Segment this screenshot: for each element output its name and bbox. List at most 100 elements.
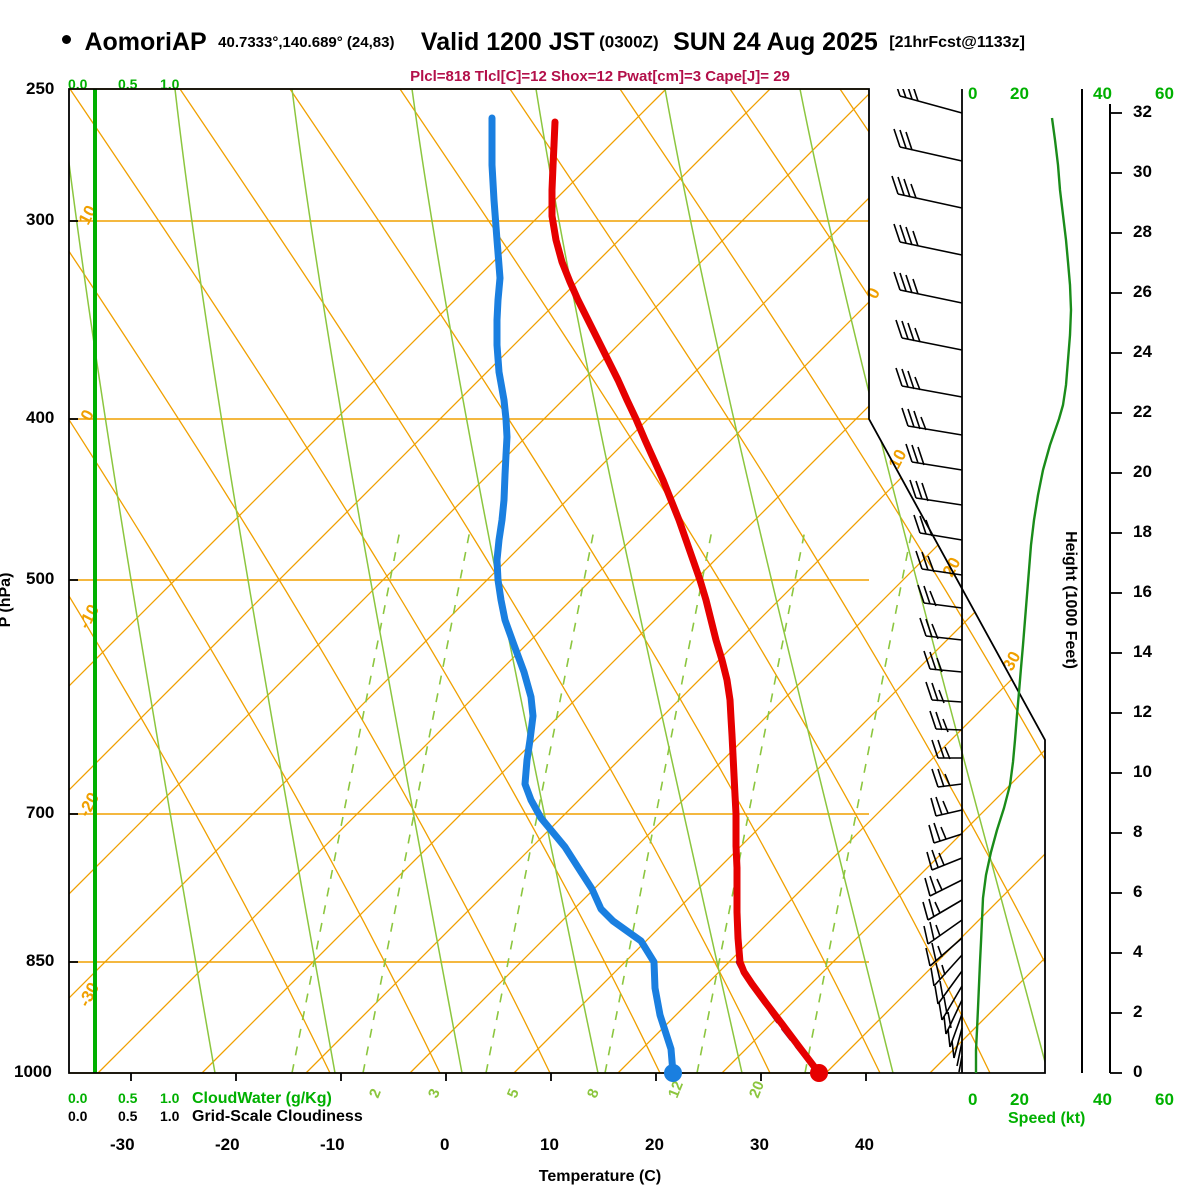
cloudiness-tick-bot-2: 1.0	[160, 1108, 180, 1124]
height-tick-0: 0	[1133, 1062, 1143, 1081]
station-name: AomoriAP	[84, 28, 207, 56]
wind-barb	[895, 319, 963, 351]
wind-barb	[931, 768, 963, 788]
wind-barb	[938, 985, 963, 1021]
mixing-ratio-label-0: 2	[366, 1086, 385, 1100]
temp-tick--30: -30	[110, 1135, 135, 1154]
wind-barb	[926, 849, 963, 871]
wind-barb	[956, 1041, 963, 1067]
wind-barb	[909, 479, 963, 506]
speed-tick-top-1: 20	[1010, 84, 1029, 103]
pressure-tick-250: 250	[26, 79, 55, 98]
temp-tick-40: 40	[855, 1135, 874, 1154]
mixing-ratio-label-1: 3	[425, 1086, 444, 1100]
dewpoint-surface-marker	[664, 1064, 682, 1082]
cloudwater-axis-label: CloudWater (g/Kg)	[192, 1090, 332, 1107]
cloudiness-tick-bot-1: 0.5	[118, 1108, 138, 1124]
temp-tick--20: -20	[215, 1135, 240, 1154]
height-tick-18: 18	[1133, 522, 1152, 541]
temp-tick-30: 30	[750, 1135, 769, 1154]
height-tick-20: 20	[1133, 462, 1152, 481]
pressure-tick-850: 850	[26, 951, 55, 970]
height-tick-4: 4	[1133, 942, 1143, 961]
mixing-ratio-label-4: 12	[665, 1079, 687, 1101]
wind-barb	[934, 970, 963, 1005]
wind-barb	[893, 271, 963, 304]
wind-barb	[895, 367, 963, 398]
valid-date: SUN 24 Aug 2025	[673, 28, 878, 56]
cloudwater-tick-bot-0: 0.0	[68, 1090, 88, 1106]
wind-barb	[915, 550, 963, 576]
wind-barb	[925, 681, 963, 704]
cloudwater-tick-top-1: 0.5	[118, 76, 138, 92]
wind-barb	[951, 1027, 963, 1059]
wind-barb	[929, 710, 963, 733]
height-tick-6: 6	[1133, 882, 1143, 901]
wind-barb	[930, 954, 963, 987]
valid-time-utc: (0300Z)	[599, 32, 659, 52]
temperature-axis-label: Temperature (C)	[538, 1168, 662, 1185]
wind-barb	[891, 175, 963, 209]
cloudiness-axis-label: Grid-Scale Cloudiness	[192, 1108, 363, 1125]
wind-barb	[917, 584, 963, 609]
height-tick-14: 14	[1133, 642, 1152, 661]
temperature-surface-marker	[810, 1064, 828, 1082]
speed-tick-top-3: 60	[1155, 84, 1174, 103]
wind-barb	[923, 919, 963, 945]
cloudwater-tick-bot-2: 1.0	[160, 1090, 180, 1106]
height-tick-26: 26	[1133, 282, 1152, 301]
cloudwater-tick-top-2: 1.0	[160, 76, 180, 92]
wind-barb	[930, 796, 963, 817]
height-tick-24: 24	[1133, 342, 1152, 361]
wind-barb	[924, 875, 963, 897]
pressure-ticks	[69, 220, 78, 963]
adiabat-label-7: 20	[939, 554, 965, 580]
wind-barb	[943, 999, 963, 1035]
height-ticks	[1110, 112, 1122, 1074]
forecast-tag: [21hrFcst@1133z]	[889, 33, 1025, 51]
speed-tick-bot-1: 20	[1010, 1090, 1029, 1109]
height-tick-30: 30	[1133, 162, 1152, 181]
wind-barb	[958, 1055, 963, 1073]
wind-barb	[925, 937, 963, 967]
wind-barb	[901, 407, 963, 436]
wind-barb	[919, 617, 963, 641]
dewpoint-trace	[488, 114, 677, 1073]
cloudwater-tick-bot-1: 0.5	[118, 1090, 138, 1106]
height-tick-8: 8	[1133, 822, 1143, 841]
pressure-tick-300: 300	[26, 210, 55, 229]
chart-header: AomoriAP 40.7333°,140.689° (24,83) Valid…	[0, 28, 1200, 68]
speed-tick-bot-3: 60	[1155, 1090, 1174, 1109]
temp-tick-0: 0	[440, 1135, 450, 1154]
mixing-ratio-label-3: 8	[584, 1086, 603, 1100]
stability-indices: Plcl=818 Tlcl[C]=12 Shox=12 Pwat[cm]=3 C…	[410, 68, 790, 85]
speed-profile-curve	[974, 117, 1073, 1073]
wind-barb	[896, 89, 963, 114]
station-marker-dot	[62, 35, 71, 44]
mixing-ratio-labels: 2 3 5 8 12 20	[366, 1079, 768, 1101]
speed-tick-bot-0: 0	[968, 1090, 978, 1109]
valid-time-label: Valid 1200 JST	[420, 28, 595, 56]
pressure-tick-400: 400	[26, 408, 55, 427]
wind-barb	[931, 739, 962, 760]
mixing-ratio-label-5: 20	[746, 1079, 768, 1101]
wind-barb	[893, 223, 963, 256]
pressure-tick-700: 700	[26, 803, 55, 822]
wind-barb	[913, 514, 963, 541]
pressure-tick-500: 500	[26, 569, 55, 588]
cloudiness-tick-bot-0: 0.0	[68, 1108, 88, 1124]
height-tick-10: 10	[1133, 762, 1152, 781]
cloudwater-tick-top-0: 0.0	[68, 76, 88, 92]
speed-tick-top-0: 0	[968, 84, 978, 103]
speed-tick-bot-2: 40	[1093, 1090, 1112, 1109]
mixing-ratio-lines	[291, 529, 913, 1073]
height-tick-16: 16	[1133, 582, 1152, 601]
temp-tick-20: 20	[645, 1135, 664, 1154]
temp-tick-10: 10	[540, 1135, 559, 1154]
height-tick-2: 2	[1133, 1002, 1143, 1021]
speed-axis-label: Speed (kt)	[1008, 1110, 1086, 1127]
height-tick-22: 22	[1133, 402, 1152, 421]
height-tick-32: 32	[1133, 102, 1152, 121]
temperature-trace	[548, 118, 823, 1073]
